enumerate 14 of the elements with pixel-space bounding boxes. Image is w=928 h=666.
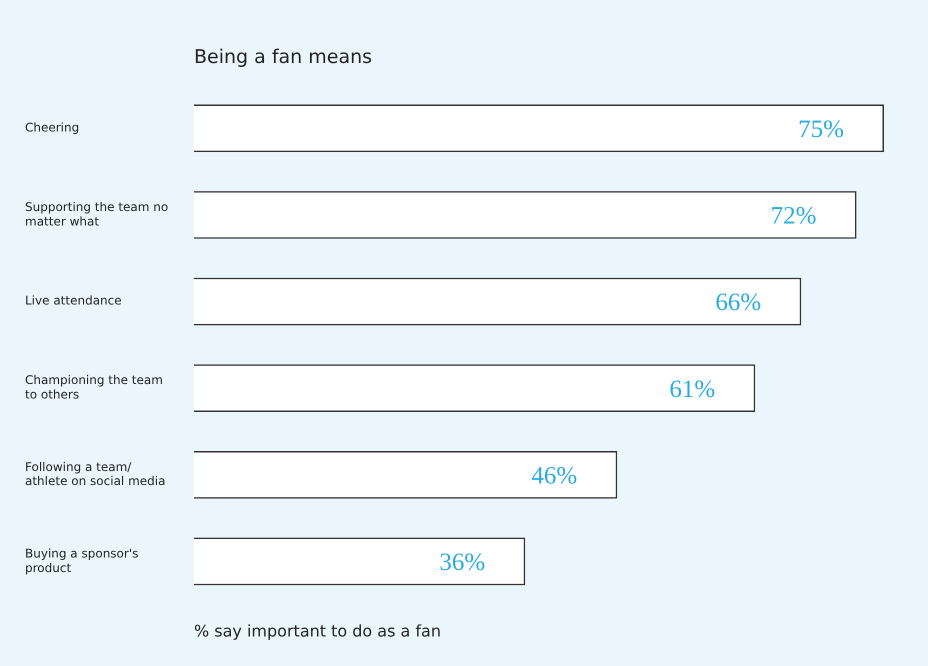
data-label: 72% xyxy=(770,202,816,230)
y-tick-label: Buying a sponsor's product xyxy=(25,546,138,575)
y-tick-label: Live attendance xyxy=(25,294,122,308)
y-tick-label: Cheering xyxy=(25,120,80,134)
y-tick-label: Championing the team to others xyxy=(25,373,163,402)
data-label: 61% xyxy=(669,376,716,403)
chart-title: Being a fan means xyxy=(194,46,372,68)
data-label: 46% xyxy=(531,462,578,490)
y-tick-label: Following a team/ athlete on social media xyxy=(25,460,166,488)
data-label: 66% xyxy=(715,289,762,316)
data-label: 36% xyxy=(439,549,486,576)
data-label: 75% xyxy=(798,116,844,143)
x-axis-title: % say important to do as a fan xyxy=(194,622,441,641)
y-tick-label: Supporting the team no matter what xyxy=(25,200,168,228)
